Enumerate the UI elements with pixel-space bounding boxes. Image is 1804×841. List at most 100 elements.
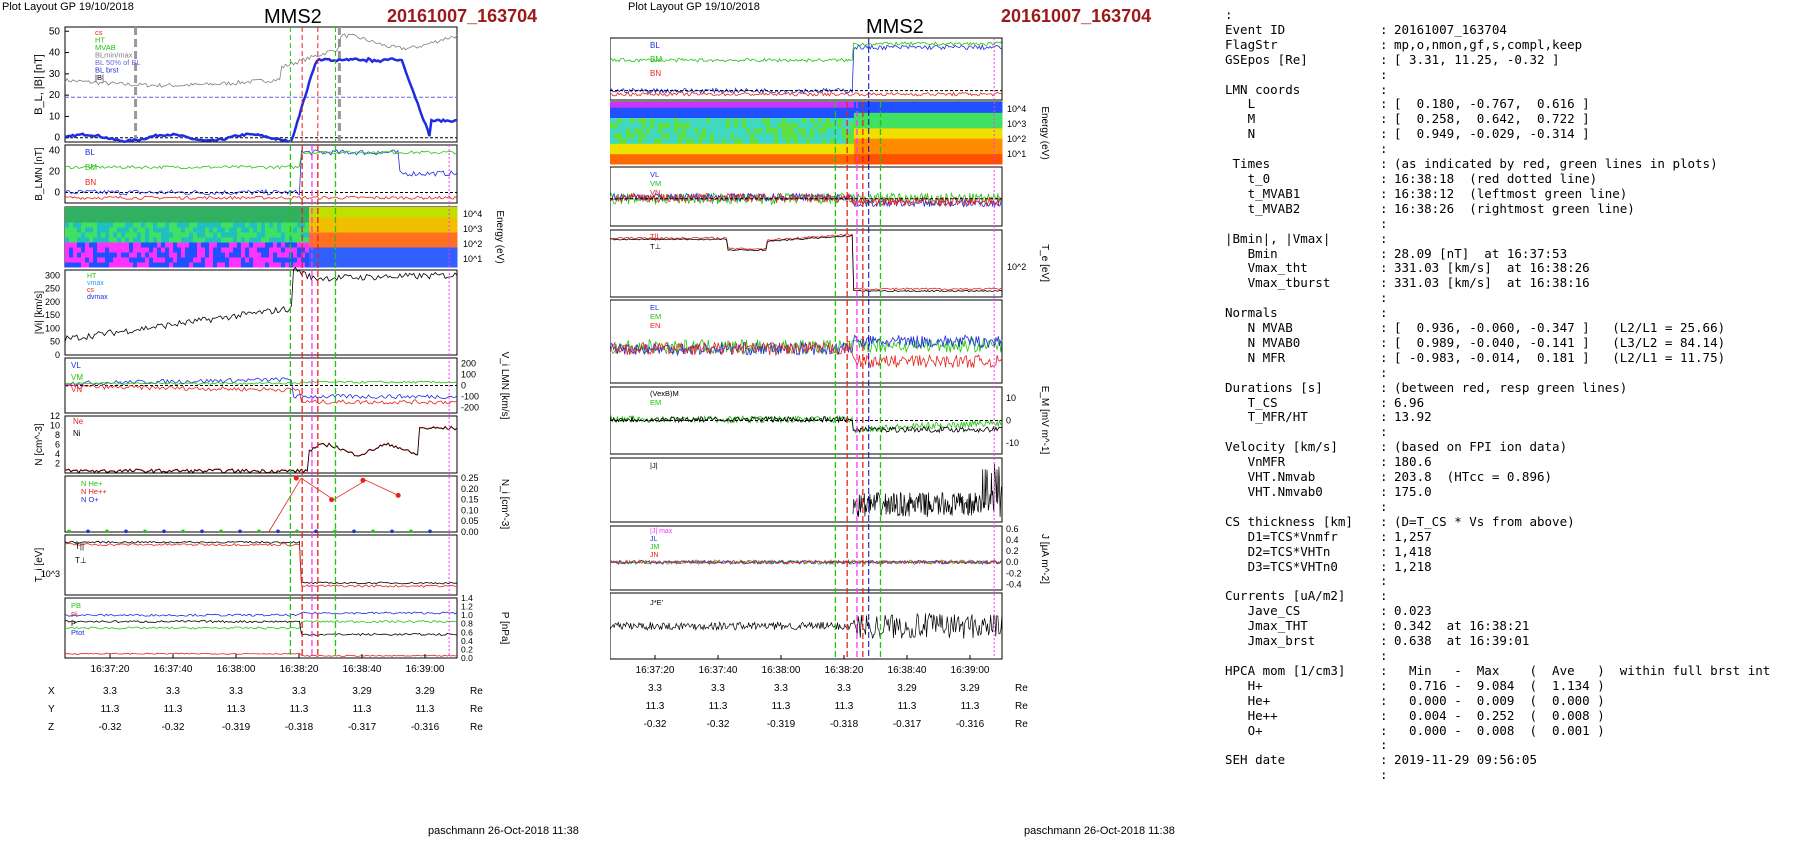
spectrogram-cell — [650, 112, 655, 118]
summary-row: Jave_CS:0.023 — [1225, 603, 1432, 619]
spectrogram-cell — [445, 227, 450, 233]
event-summary: : Event ID:20161007_163704 FlagStr: mp,o,n… — [1225, 7, 1800, 783]
spectrogram-cell — [145, 217, 150, 223]
spectrogram-cell — [453, 212, 458, 218]
spectrogram-cell — [341, 262, 346, 268]
spectrogram-cell — [734, 143, 739, 149]
spectrogram-cell — [321, 252, 326, 258]
spectrogram-cell — [321, 232, 326, 238]
legend-entry: P — [71, 619, 76, 628]
spectrogram-cell — [253, 227, 258, 233]
spectrogram-cell — [678, 153, 683, 160]
spectrogram-cell — [638, 153, 643, 160]
spectrogram-cell — [822, 122, 827, 129]
spectrogram-cell — [622, 158, 627, 165]
spectrogram-cell — [698, 148, 703, 155]
spectrogram-cell — [425, 227, 430, 233]
spectrogram-cell — [325, 232, 330, 238]
summary-row: : — [1225, 141, 1800, 157]
spectrogram-cell — [369, 242, 374, 248]
spectrogram-cell — [966, 133, 971, 139]
spectrogram-cell — [229, 212, 234, 218]
spectrogram-cell — [289, 242, 294, 248]
spectrogram-cell — [962, 102, 967, 108]
spectrogram-cell — [85, 237, 90, 243]
spectrogram-cell — [425, 207, 430, 213]
spectrogram-cell — [938, 122, 943, 129]
spectrogram-cell — [297, 257, 302, 263]
spectrogram-cell — [806, 107, 811, 113]
spectrogram-cell — [818, 143, 823, 149]
spectrogram-cell — [429, 217, 434, 223]
spectrogram-cell — [714, 158, 719, 165]
spectrogram-cell — [974, 143, 979, 149]
spectrogram-cell — [966, 127, 971, 134]
minor-ion-point — [124, 529, 128, 534]
spectrogram-cell — [806, 117, 811, 124]
spectrogram-cell — [882, 143, 887, 149]
spectrogram-cell — [181, 247, 186, 253]
spectrogram-cell — [113, 252, 118, 258]
spectrogram-cell — [441, 227, 446, 233]
spectrogram-cell — [189, 252, 194, 258]
spectrogram-cell — [241, 232, 246, 238]
spectrogram-cell — [409, 257, 414, 263]
summary-value: 20161007_163704 — [1394, 21, 1507, 37]
spectrogram-cell — [297, 247, 302, 253]
spectrogram-cell — [882, 107, 887, 113]
spectrogram-cell — [157, 247, 162, 253]
spectrogram-cell — [622, 138, 627, 144]
spectrogram-cell — [914, 127, 919, 134]
spectrogram-cell — [337, 212, 342, 218]
y-tick-label: 50 — [49, 26, 61, 37]
spectrogram-cell — [293, 217, 298, 223]
summary-value: 180.6 — [1394, 454, 1432, 470]
summary-row: : — [1225, 767, 1800, 783]
spectrogram-cell — [137, 232, 142, 238]
spectrogram-cell — [81, 232, 86, 238]
spectrogram-cell — [393, 242, 398, 248]
spectrogram-cell — [858, 143, 863, 149]
spectrogram-cell — [329, 227, 334, 233]
spectrogram-cell — [285, 232, 290, 238]
spectrogram-cell — [401, 212, 406, 218]
spectrogram-cell — [93, 242, 98, 248]
spectrogram-cell — [974, 107, 979, 113]
spectrogram-cell — [105, 217, 110, 223]
spectrogram-cell — [253, 222, 258, 228]
spectrogram-cell — [193, 217, 198, 223]
spectrogram-cell — [878, 143, 883, 149]
spectrogram-cell — [321, 207, 326, 213]
spectrogram-cell — [117, 232, 122, 238]
spectrogram-cell — [157, 252, 162, 258]
spectrogram-cell — [273, 232, 278, 238]
spectrogram-cell — [133, 222, 138, 228]
minor-ion-point — [352, 529, 356, 534]
spectrogram-cell — [329, 242, 334, 248]
spectrogram-cell — [654, 122, 659, 129]
spectrogram-cell — [453, 262, 458, 268]
spectrogram-cell — [870, 148, 875, 155]
spectrogram-cell — [265, 252, 270, 258]
spectrogram-cell — [702, 133, 707, 139]
spectrogram-cell — [802, 148, 807, 155]
spectrogram-cell — [253, 247, 258, 253]
spectrogram-cell — [794, 102, 799, 108]
spectrogram-cell — [209, 262, 214, 268]
minor-ion-point — [143, 529, 147, 534]
he-plus-plus-point — [360, 477, 366, 483]
summary-key: t_0 — [1225, 170, 1271, 186]
spectrogram-cell — [634, 153, 639, 160]
spectrogram-cell — [101, 227, 106, 233]
series-J-magnitude-burst — [852, 463, 1002, 518]
spectrogram-cell — [998, 143, 1003, 149]
spectrogram-cell — [449, 217, 454, 223]
spectrogram-cell — [453, 207, 458, 213]
spectrogram-cell — [846, 143, 851, 149]
spectrogram-cell — [277, 227, 282, 233]
spectrogram-cell — [381, 242, 386, 248]
spectrogram-cell — [866, 158, 871, 165]
spectrogram-cell — [758, 107, 763, 113]
spectrogram-cell — [946, 127, 951, 134]
legend-entry: BLmin/max — [95, 51, 133, 60]
